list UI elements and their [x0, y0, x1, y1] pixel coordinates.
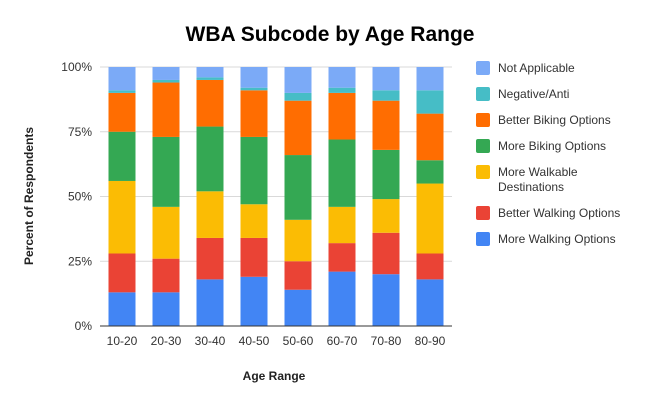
x-axis-ticks: 10-20 20-30 30-40 40-50 50-60 60-70 70-80 80-90 — [107, 334, 446, 348]
legend-item: More Walking Options — [476, 232, 616, 246]
x-tick-label: 30-40 — [195, 334, 226, 348]
legend-label: More Walking Options — [498, 232, 616, 246]
y-tick-label: 75% — [68, 125, 92, 139]
legend-swatch — [476, 87, 490, 101]
bar-segment — [372, 199, 400, 233]
x-tick-label: 40-50 — [239, 334, 270, 348]
bar-segment — [328, 243, 356, 272]
legend-swatch — [476, 113, 490, 127]
bar-segment — [284, 67, 312, 93]
bar-segment — [108, 92, 136, 132]
bar-segment — [152, 258, 180, 293]
x-axis-title: Age Range — [243, 369, 306, 383]
bar-segment — [240, 237, 268, 277]
bar-segment — [416, 113, 444, 161]
bar-segment — [328, 67, 356, 88]
bar-segment — [108, 131, 136, 181]
x-tick-label: 10-20 — [107, 334, 138, 348]
bar-segment — [284, 100, 312, 156]
x-tick-label: 60-70 — [327, 334, 358, 348]
bar-segment — [152, 67, 180, 80]
bar-segment — [372, 149, 400, 200]
legend-item: More Walkable Destinations — [476, 165, 578, 194]
legend-swatch — [476, 165, 490, 179]
bar-segment — [152, 136, 180, 207]
bar-segment — [196, 67, 224, 78]
bar-segment — [152, 292, 180, 326]
legend-item: Better Biking Options — [476, 113, 611, 127]
bar-segment — [328, 87, 356, 93]
chart-title: WBA Subcode by Age Range — [186, 23, 475, 46]
bar-segment — [196, 77, 224, 80]
x-tick-label: 20-30 — [151, 334, 182, 348]
bar-segment — [240, 204, 268, 238]
x-tick-label: 50-60 — [283, 334, 314, 348]
legend-item: Not Applicable — [476, 61, 575, 75]
legend-swatch — [476, 232, 490, 246]
bar-segment — [328, 92, 356, 140]
x-tick-label: 70-80 — [371, 334, 402, 348]
bar-segment — [196, 79, 224, 127]
bar-segment — [284, 219, 312, 262]
bar-segment — [152, 79, 180, 83]
bar-segment — [108, 67, 136, 91]
legend-swatch — [476, 206, 490, 220]
bars — [108, 67, 444, 326]
legend-label: Not Applicable — [498, 61, 575, 75]
bar-segment — [196, 237, 224, 280]
bar-segment — [240, 136, 268, 205]
legend-item: Negative/Anti — [476, 87, 569, 101]
legend-label: Better Biking Options — [498, 113, 611, 127]
bar-segment — [108, 292, 136, 326]
bar-segment — [416, 253, 444, 280]
y-tick-label: 50% — [68, 190, 92, 204]
bar-segment — [108, 180, 136, 254]
bar-segment — [328, 206, 356, 244]
bar-segment — [284, 261, 312, 290]
bar-segment — [196, 126, 224, 192]
bar-segment — [416, 183, 444, 254]
bar-segment — [372, 67, 400, 91]
bar-segment — [372, 274, 400, 326]
bar-segment — [328, 139, 356, 207]
bar-segment — [284, 155, 312, 220]
bar-segment — [196, 279, 224, 326]
y-tick-label: 25% — [68, 254, 92, 268]
bar-segment — [152, 82, 180, 137]
bar-segment — [108, 253, 136, 293]
bar-segment — [108, 90, 136, 93]
bar-segment — [152, 206, 180, 259]
bar-segment — [240, 87, 268, 91]
bar-segment — [284, 92, 312, 101]
legend-label: More Biking Options — [498, 139, 606, 153]
bar-segment — [328, 271, 356, 326]
y-axis-ticks: 0% 25% 50% 75% 100% — [61, 60, 92, 333]
bar-segment — [240, 67, 268, 88]
bar-segment — [416, 279, 444, 326]
bar-segment — [372, 90, 400, 101]
bar-segment — [240, 90, 268, 137]
legend-label: More Walkable Destinations — [498, 165, 578, 194]
bar-segment — [284, 289, 312, 326]
y-tick-label: 100% — [61, 60, 92, 74]
bar-segment — [416, 67, 444, 91]
bar-segment — [196, 191, 224, 238]
legend-label: Negative/Anti — [498, 87, 569, 101]
y-axis-title: Percent of Respondents — [22, 127, 36, 265]
bar-segment — [416, 90, 444, 114]
legend-swatch — [476, 61, 490, 75]
legend-swatch — [476, 139, 490, 153]
bar-segment — [372, 232, 400, 275]
legend-item: More Biking Options — [476, 139, 606, 153]
legend-label: Better Walking Options — [498, 206, 620, 220]
bar-segment — [240, 276, 268, 326]
legend: Not Applicable Negative/Anti Better Biking… — [476, 61, 620, 246]
y-tick-label: 0% — [75, 319, 93, 333]
bar-segment — [416, 160, 444, 184]
x-tick-label: 80-90 — [415, 334, 446, 348]
legend-item: Better Walking Options — [476, 206, 620, 220]
bar-segment — [372, 100, 400, 150]
